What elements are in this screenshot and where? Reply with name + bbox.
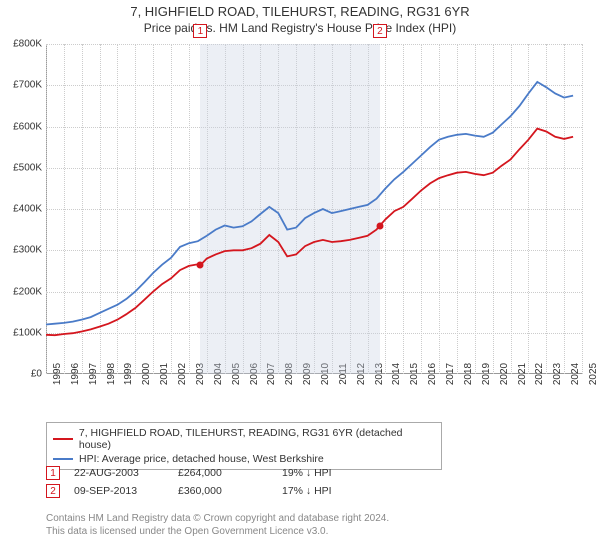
- footnote-line1: Contains HM Land Registry data © Crown c…: [46, 512, 389, 525]
- ytick-label: £800K: [13, 39, 46, 50]
- legend-swatch: [53, 458, 73, 460]
- gridline-v: [582, 44, 583, 374]
- series-line: [46, 82, 573, 325]
- legend-item: 7, HIGHFIELD ROAD, TILEHURST, READING, R…: [53, 426, 435, 452]
- ytick-label: £700K: [13, 80, 46, 91]
- sale-delta: 19% ↓ HPI: [282, 467, 372, 479]
- sale-delta: 17% ↓ HPI: [282, 485, 372, 497]
- marker-header-2: 2: [373, 24, 387, 38]
- legend-label: 7, HIGHFIELD ROAD, TILEHURST, READING, R…: [79, 427, 435, 451]
- chart-title: 7, HIGHFIELD ROAD, TILEHURST, READING, R…: [0, 0, 600, 19]
- marker-header-1: 1: [193, 24, 207, 38]
- chart-subtitle: Price paid vs. HM Land Registry's House …: [0, 21, 600, 35]
- sale-price: £264,000: [178, 467, 268, 479]
- chart-container: 7, HIGHFIELD ROAD, TILEHURST, READING, R…: [0, 0, 600, 560]
- footnote: Contains HM Land Registry data © Crown c…: [46, 512, 389, 538]
- sale-row: 1 22-AUG-2003 £264,000 19% ↓ HPI: [46, 466, 372, 480]
- sale-marker-box: 2: [46, 484, 60, 498]
- lines-svg: [46, 44, 582, 374]
- sale-price: £360,000: [178, 485, 268, 497]
- xtick-label: 2025: [582, 363, 599, 385]
- ytick-label: £100K: [13, 327, 46, 338]
- plot-area: £0£100K£200K£300K£400K£500K£600K£700K£80…: [46, 44, 582, 374]
- series-line: [46, 129, 573, 336]
- marker-dot-2: [376, 222, 383, 229]
- footnote-line2: This data is licensed under the Open Gov…: [46, 525, 389, 538]
- marker-dot-1: [197, 262, 204, 269]
- legend-swatch: [53, 438, 73, 440]
- ytick-label: £300K: [13, 245, 46, 256]
- sales-table: 1 22-AUG-2003 £264,000 19% ↓ HPI 2 09-SEP-201…: [46, 462, 372, 502]
- sale-row: 2 09-SEP-2013 £360,000 17% ↓ HPI: [46, 484, 372, 498]
- sale-date: 09-SEP-2013: [74, 485, 164, 497]
- ytick-label: £600K: [13, 121, 46, 132]
- sale-date: 22-AUG-2003: [74, 467, 164, 479]
- ytick-label: £200K: [13, 286, 46, 297]
- ytick-label: £400K: [13, 204, 46, 215]
- ytick-label: £500K: [13, 162, 46, 173]
- ytick-label: £0: [31, 369, 46, 380]
- sale-marker-box: 1: [46, 466, 60, 480]
